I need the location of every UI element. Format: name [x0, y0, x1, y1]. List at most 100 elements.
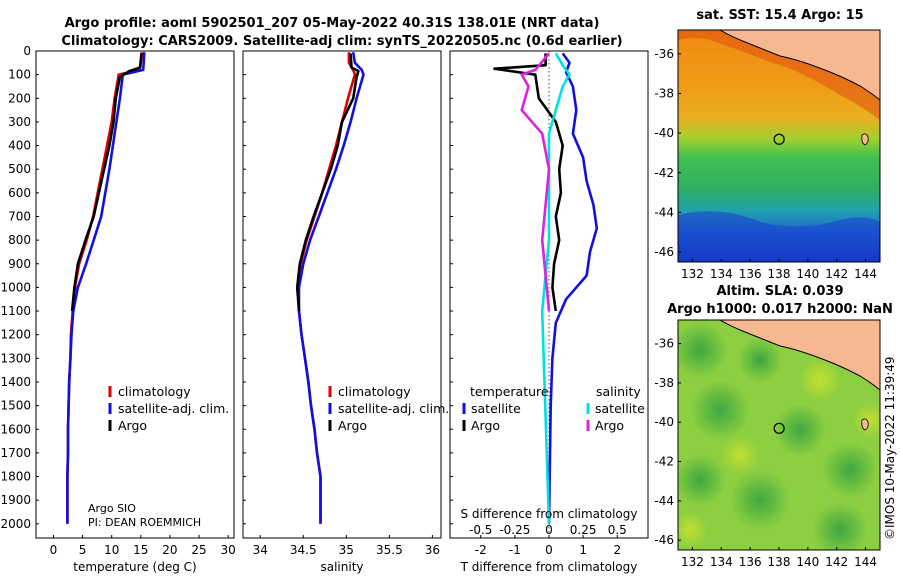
sla-map-axes: 132 134 136 138 140 142 144 -36 -38 -40 -42 -44 -46	[654, 337, 877, 569]
figure-title-line2: Climatology: CARS2009. Satellite-adj cli…	[61, 34, 622, 49]
legend-temperature-title: temperature	[470, 384, 549, 399]
s-diff-tick-label: 0	[545, 523, 553, 537]
map-lat-label: -36	[654, 47, 674, 61]
sst-argo-marker	[773, 133, 785, 145]
depth-tick-label: 1100	[0, 304, 31, 318]
depth-tick-label: 300	[8, 115, 31, 129]
sla-map-subtitle: Argo h1000: 0.017 h2000: NaN	[667, 302, 893, 317]
depth-tick-label: 1300	[0, 351, 31, 365]
sla-map-title: Altim. SLA: 0.039	[717, 284, 844, 299]
map-lon-label: 132	[681, 555, 704, 569]
salinity-x-axis: 34 34.5 35 35.5 36	[243, 50, 440, 557]
map-lat-label: -44	[654, 494, 674, 508]
depth-tick-label: 1900	[0, 493, 31, 507]
series-argo	[70, 53, 143, 312]
difference-legend: temperature satellite Argo salinity sate…	[462, 384, 645, 433]
sla-map-image	[678, 320, 880, 550]
x-tick-label: 15	[133, 543, 148, 557]
x-tick-label: 2	[613, 543, 621, 557]
series-satellite-adj-clim-	[66, 52, 146, 524]
series-satellite-adj-clim-	[297, 51, 365, 524]
sst-map-panel: sat. SST: 15.4 Argo: 15 132 134 136 138 140 1…	[654, 8, 881, 281]
salinity-difference-axis: -0.5 -0.25 0 0.25 0.5	[469, 523, 627, 537]
temperature-axes-frame	[35, 50, 235, 539]
x-tick-label: 35	[339, 543, 354, 557]
map-lon-label: 134	[710, 267, 733, 281]
depth-tick-label: 100	[8, 68, 31, 82]
salinity-panel: 34 34.5 35 35.5 36 salinity climatology sate…	[242, 50, 449, 574]
legend-salinity-title: salinity	[596, 384, 641, 399]
map-lon-label: 132	[681, 267, 704, 281]
s-diff-tick-label: -0.5	[469, 523, 492, 537]
map-lon-label: 140	[796, 555, 819, 569]
imos-watermark: ©IMOS 10-May-2022 11:39:49	[883, 356, 897, 540]
series-t-argo	[493, 53, 565, 312]
x-tick-label: 0	[545, 543, 553, 557]
salinity-axes-frame	[242, 50, 442, 539]
temperature-legend: climatology satellite-adj. clim. Argo	[108, 384, 229, 433]
x-tick-label: -1	[509, 543, 521, 557]
x-tick-label: -2	[475, 543, 487, 557]
depth-tick-label: 400	[8, 139, 31, 153]
depth-tick-label: 600	[8, 186, 31, 200]
s-diff-tick-label: 0.5	[608, 523, 627, 537]
sla-map-panel: Altim. SLA: 0.039 Argo h1000: 0.017 h200…	[654, 284, 892, 569]
legend-satellite: satellite-adj. clim.	[118, 401, 229, 416]
map-lat-label: -46	[654, 533, 674, 547]
x-tick-label: 0	[50, 543, 58, 557]
temperature-x-axis: 0 5 10 15 20 25 30	[50, 535, 236, 557]
map-lon-label: 136	[739, 555, 762, 569]
map-lat-label: -44	[654, 205, 674, 219]
depth-tick-label: 500	[8, 162, 31, 176]
depth-tick-label: 1800	[0, 470, 31, 484]
map-lon-label: 138	[768, 555, 791, 569]
difference-x-axis: -2 -1 0 1 2	[450, 50, 621, 557]
x-tick-label: 10	[104, 543, 119, 557]
depth-tick-label: 700	[8, 209, 31, 223]
map-lat-label: -38	[654, 86, 674, 100]
temperature-lines	[66, 52, 146, 524]
s-diff-tick-label: -0.25	[499, 523, 530, 537]
x-tick-label: 30	[221, 543, 236, 557]
map-lat-label: -40	[654, 126, 674, 140]
map-lat-label: -38	[654, 376, 674, 390]
series-s-argo	[520, 52, 551, 312]
series-t-satellite	[547, 52, 599, 524]
legend-argo: Argo	[118, 418, 147, 433]
credit-line2: PI: DEAN ROEMMICH	[88, 516, 201, 529]
depth-tick-label: 1400	[0, 375, 31, 389]
x-tick-label: 25	[191, 543, 206, 557]
x-tick-label: 34.5	[290, 543, 317, 557]
depth-tick-label: 1700	[0, 446, 31, 460]
depth-tick-label: 0	[23, 44, 31, 58]
credit-line1: Argo SIO	[88, 502, 136, 515]
temperature-panel: 0100200300400500600700800900100011001200…	[0, 44, 235, 574]
sst-map-title: sat. SST: 15.4 Argo: 15	[696, 8, 863, 23]
salinity-lines	[295, 51, 365, 524]
x-tick-label: 34	[253, 543, 268, 557]
map-lon-label: 134	[710, 555, 733, 569]
map-lat-label: -40	[654, 415, 674, 429]
depth-tick-label: 2000	[0, 517, 31, 531]
legend-s-argo: Argo	[595, 418, 624, 433]
map-lon-label: 144	[854, 555, 877, 569]
legend-s-satellite: satellite	[595, 401, 645, 416]
map-lon-label: 144	[854, 267, 877, 281]
difference-xlabel: T difference from climatology	[460, 560, 638, 574]
map-lat-label: -42	[654, 166, 674, 180]
map-lon-label: 140	[796, 267, 819, 281]
legend-t-argo: Argo	[471, 418, 500, 433]
depth-tick-label: 200	[8, 91, 31, 105]
legend-climatology: climatology	[118, 384, 191, 399]
x-tick-label: 35.5	[376, 543, 403, 557]
difference-xlabel2: S difference from climatology	[461, 507, 638, 521]
series-climatology	[296, 52, 357, 524]
depth-tick-label: 1000	[0, 280, 31, 294]
sla-coastline	[719, 320, 880, 391]
legend-argo: Argo	[338, 418, 367, 433]
map-lat-label: -46	[654, 245, 674, 259]
temperature-xlabel: temperature (deg C)	[73, 560, 196, 574]
s-diff-tick-label: 0.25	[570, 523, 597, 537]
depth-tick-label: 800	[8, 233, 31, 247]
x-tick-label: 5	[79, 543, 87, 557]
